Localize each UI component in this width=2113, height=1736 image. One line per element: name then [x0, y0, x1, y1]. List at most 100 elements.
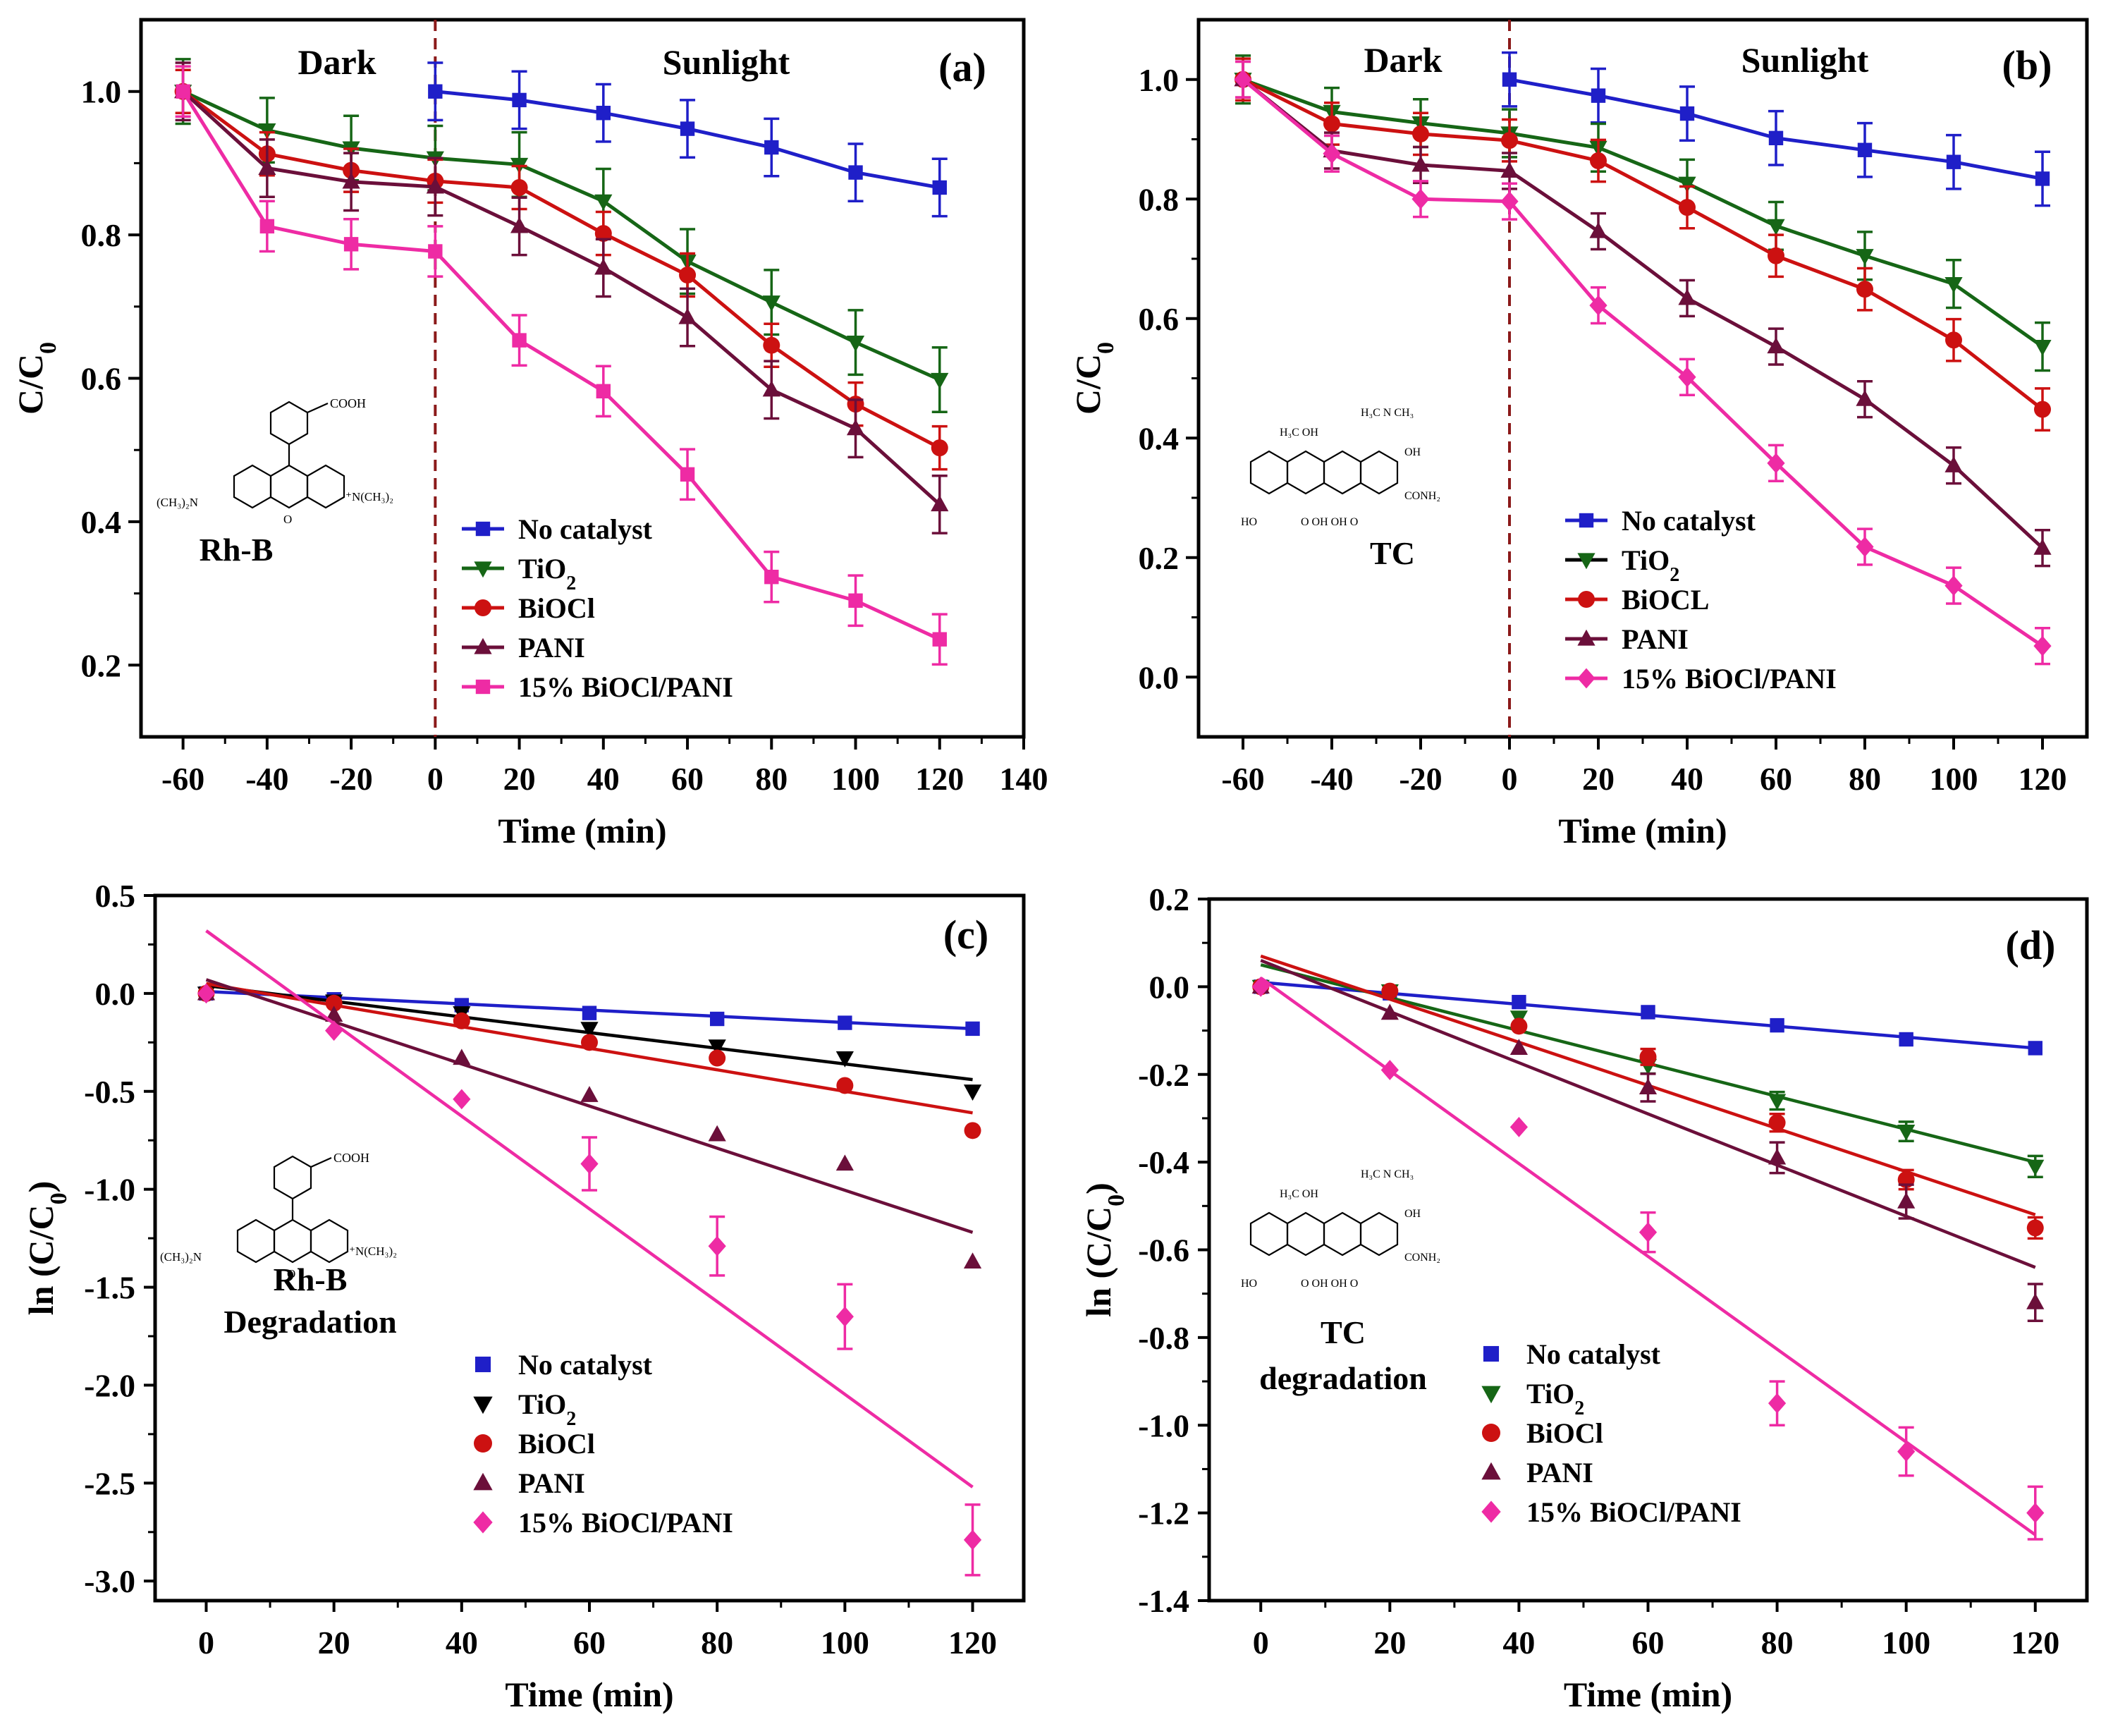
molecule-caption: Rh-B: [200, 532, 274, 568]
data-point: [2033, 538, 2052, 555]
x-tick-label: -60: [1221, 761, 1264, 797]
data-point: [428, 84, 443, 99]
data-point: [1897, 1192, 1916, 1209]
data-point: [709, 1049, 726, 1067]
y-tick-label: 0.6: [81, 361, 122, 397]
data-point: [1768, 1148, 1787, 1165]
legend-marker: [1483, 1345, 1500, 1362]
data-point: [1381, 982, 1399, 1000]
x-axis-label: Time (min): [505, 1675, 673, 1714]
data-point: [426, 177, 444, 194]
data-point: [708, 1235, 726, 1257]
data-point: [679, 267, 697, 284]
data-point: [2026, 1159, 2045, 1176]
y-tick-label: -1.4: [1138, 1583, 1189, 1619]
data-point: [1639, 1078, 1658, 1095]
y-axis-label: C/C0: [11, 342, 61, 415]
data-point: [1679, 199, 1696, 216]
data-point: [963, 1084, 982, 1101]
y-tick-label: 0.0: [1149, 969, 1190, 1005]
data-point: [1945, 331, 1962, 349]
data-point: [596, 106, 611, 121]
x-tick-label: 60: [1760, 761, 1792, 797]
legend-marker: [473, 1472, 493, 1491]
data-point: [1512, 994, 1526, 1010]
y-tick-label: 0.4: [81, 504, 122, 540]
legend-marker: [473, 1396, 493, 1414]
y-tick-label: -0.6: [1138, 1233, 1189, 1269]
ring-shape: [1286, 1211, 1325, 1257]
ring-shape: [1323, 1211, 1362, 1257]
data-point: [580, 1086, 599, 1102]
data-point: [680, 121, 695, 136]
x-axis-label: Time (min): [1564, 1675, 1732, 1714]
y-tick-label: -1.0: [84, 1172, 135, 1208]
y-axis-label: ln (C/C0): [21, 1181, 72, 1316]
o-label: O OH OH O: [1301, 1278, 1358, 1290]
x-tick-label: 0: [427, 761, 443, 797]
ring-shape: [269, 401, 309, 446]
data-point: [1768, 1393, 1787, 1414]
data-point: [1856, 249, 1874, 265]
molecule-caption: Rh-B: [274, 1261, 348, 1297]
data-point: [1502, 72, 1517, 87]
data-point: [596, 384, 611, 399]
data-point: [1380, 1060, 1399, 1080]
y-axis-label: C/C0: [1068, 342, 1119, 415]
sunlight-region-label: Sunlight: [1741, 40, 1869, 80]
y-tick-label: -1.5: [84, 1270, 135, 1306]
y-tick-label: -0.8: [1138, 1320, 1189, 1356]
data-point: [580, 1154, 599, 1174]
series-line: [182, 90, 941, 450]
x-axis-label: Time (min): [498, 811, 666, 850]
data-point: [931, 439, 948, 457]
series-pani: [1251, 958, 2045, 1322]
x-tick-label: 20: [1582, 761, 1615, 797]
y-tick-label: 0.0: [1139, 659, 1180, 695]
y-tick-label: -0.5: [84, 1074, 135, 1110]
nme-label: H₃C N CH₃: [1361, 1168, 1414, 1180]
data-point: [453, 1089, 471, 1110]
x-tick-label: 60: [573, 1625, 606, 1661]
ring-shape: [269, 464, 309, 509]
x-tick-label: 80: [755, 761, 788, 797]
data-point: [512, 333, 527, 348]
data-point: [1509, 1116, 1529, 1137]
panel-c-chart: 0 20 40 60 80 100 120 0.5 0.0 -0.5 -1.0 -1.5 -2.0 -2.…: [21, 878, 1026, 1714]
data-point: [763, 336, 780, 354]
x-tick-label: 140: [1000, 761, 1048, 797]
dark-region-label: Dark: [298, 42, 376, 82]
series-no-catalyst: [427, 61, 948, 218]
data-point: [1767, 337, 1785, 354]
data-point: [1500, 161, 1519, 178]
legend-label: No catalyst: [518, 513, 653, 545]
legend-label: TiO2: [518, 1388, 576, 1430]
legend-label: BiOCl: [1526, 1417, 1603, 1449]
data-point: [1899, 1032, 1913, 1047]
data-point: [453, 1012, 470, 1029]
data-point: [2035, 171, 2050, 186]
h3c-label: H₃C OH: [1280, 427, 1318, 439]
legend-marker: [475, 521, 491, 537]
data-point: [1509, 1039, 1529, 1056]
ring-shape: [306, 464, 345, 509]
ring-shape: [1249, 450, 1289, 495]
molecule-caption: TC: [1321, 1314, 1366, 1350]
y-tick-label: -3.0: [84, 1563, 135, 1599]
legend-marker: [1579, 513, 1594, 528]
y-tick-label: 0.8: [81, 217, 122, 253]
legend-label: No catalyst: [518, 1349, 653, 1381]
data-point: [1767, 453, 1785, 474]
data-point: [582, 1005, 597, 1020]
x-tick-label: 40: [1671, 761, 1703, 797]
series-line: [1242, 78, 2044, 550]
y-tick-label: -0.2: [1138, 1057, 1189, 1093]
data-point: [964, 1122, 981, 1139]
x-tick-label: 80: [1849, 761, 1881, 797]
legend-label: 15% BiOCl/PANI: [518, 671, 733, 703]
data-point: [1944, 575, 1963, 596]
series-15-biocl-pani: [1251, 976, 2045, 1541]
data-point: [931, 372, 949, 389]
